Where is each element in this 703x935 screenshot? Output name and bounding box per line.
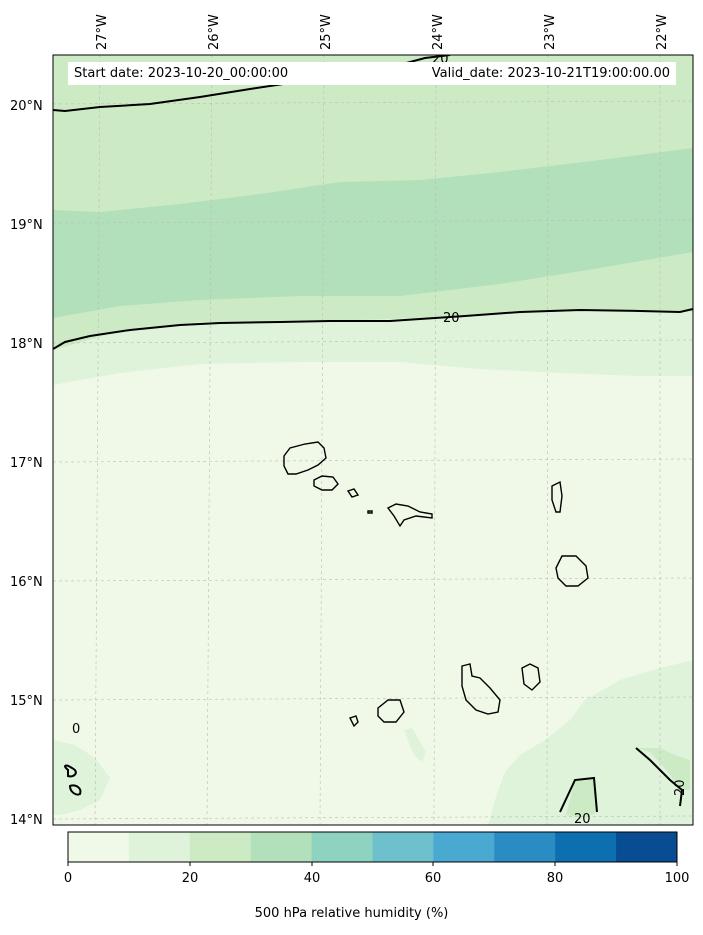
- island-fogo: [377, 699, 405, 723]
- colorbar: [68, 832, 678, 862]
- contour-label-18n: 20: [443, 311, 460, 326]
- colorbar-band-0-10: [68, 832, 130, 862]
- island-santa-luzia: [346, 488, 360, 498]
- coastlines: [283, 441, 589, 728]
- colorbar-band-60-70: [433, 832, 495, 862]
- colorbar-tick-20: 20: [182, 871, 199, 886]
- contour-label-south-a: 20: [574, 812, 591, 827]
- latitude-labels: 20°N 19°N 18°N 17°N 16°N 15°N 14°N: [10, 99, 43, 828]
- lon-label-26w: 26°W: [207, 14, 222, 50]
- island-sao-nicolau: [386, 503, 433, 528]
- lat-label-14n: 14°N: [10, 813, 43, 828]
- colorbar-tick-40: 40: [304, 871, 321, 886]
- lon-label-22w: 22°W: [655, 14, 670, 50]
- contour-label-south-b: 20: [673, 779, 688, 796]
- lat-label-16n: 16°N: [10, 575, 43, 590]
- lat-label-19n: 19°N: [10, 218, 43, 233]
- colorbar-band-80-90: [555, 832, 617, 862]
- contour-south-b: [635, 747, 684, 807]
- start-date-text: Start date: 2023-10-20_00:00:00: [74, 66, 289, 81]
- humidity-band-10-20-south: [488, 660, 693, 825]
- island-santiago: [461, 663, 501, 715]
- island-brava: [349, 715, 359, 728]
- island-sal: [551, 480, 563, 513]
- gridlines: [53, 55, 693, 825]
- humidity-patch-center-south: [404, 728, 426, 762]
- island-sao-vicente: [313, 475, 339, 491]
- colorbar-tick-0: 0: [64, 871, 72, 886]
- colorbar-tick-80: 80: [547, 871, 564, 886]
- lon-label-23w: 23°W: [543, 14, 558, 50]
- lat-label-15n: 15°N: [10, 694, 43, 709]
- humidity-band-30-40: [53, 148, 693, 318]
- contour-southwest-b: [68, 784, 82, 796]
- colorbar-band-50-60: [372, 832, 434, 862]
- lon-label-24w: 24°W: [431, 14, 446, 50]
- humidity-band-20-30-south-b: [636, 748, 690, 790]
- colorbar-tick-60: 60: [425, 871, 442, 886]
- island-boa-vista: [555, 555, 589, 587]
- contour-southwest: [64, 764, 77, 778]
- lon-label-25w: 25°W: [319, 14, 334, 50]
- longitude-labels: 27°W 26°W 25°W 24°W 23°W 22°W: [95, 14, 670, 50]
- colorbar-band-70-80: [494, 832, 556, 862]
- colorbar-band-90-100: [616, 832, 678, 862]
- island-santo-antao: [283, 441, 327, 475]
- colorbar-band-10-20: [128, 832, 191, 862]
- lon-label-27w: 27°W: [95, 14, 110, 50]
- islet-small: [367, 510, 373, 514]
- valid-date-text: Valid_date: 2023-10-21T19:00:00.00: [431, 66, 670, 81]
- colorbar-tick-labels: 0 20 40 60 80 100: [64, 871, 690, 886]
- colorbar-band-20-30: [189, 832, 252, 862]
- colorbar-tick-100: 100: [665, 871, 690, 886]
- contour-18n: [53, 308, 693, 350]
- colorbar-band-30-40: [250, 832, 313, 862]
- contour-south-a: [559, 776, 598, 813]
- humidity-patch-southwest: [53, 740, 110, 815]
- lat-label-17n: 17°N: [10, 456, 43, 471]
- contour-label-southwest: 0: [72, 722, 80, 737]
- map-frame: [52, 54, 694, 826]
- colorbar-ticks: [67, 862, 678, 866]
- colorbar-band-40-50: [311, 832, 373, 862]
- lat-label-18n: 18°N: [10, 337, 43, 352]
- colorbar-frame: [67, 831, 678, 863]
- lat-label-20n: 20°N: [10, 99, 43, 114]
- humidity-band-20-30-south-a: [566, 778, 597, 818]
- date-info-box: Start date: 2023-10-20_00:00:00 Valid_da…: [68, 62, 676, 85]
- humidity-field: 20 20 20 20 0: [53, 55, 693, 827]
- island-maio: [521, 663, 541, 691]
- colorbar-title: 500 hPa relative humidity (%): [254, 906, 449, 921]
